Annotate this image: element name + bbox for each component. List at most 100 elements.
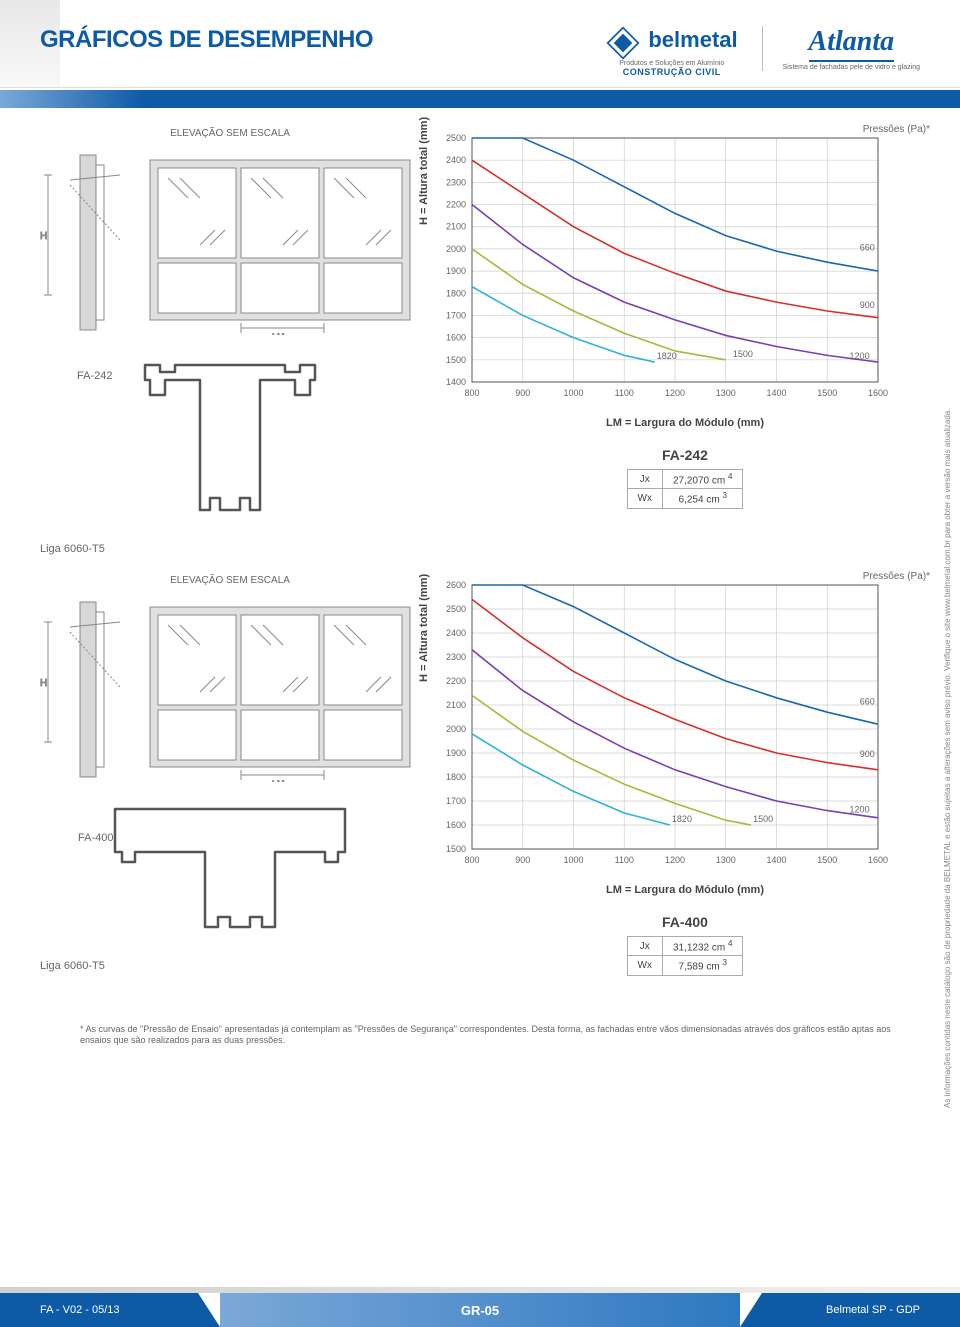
spec-table: Jx27,2070 cm 4Wx6,254 cm 3	[627, 469, 744, 509]
svg-text:1400: 1400	[766, 855, 786, 865]
blue-bar	[0, 90, 960, 108]
svg-text:LM: LM	[272, 779, 285, 782]
footnote: * As curvas de "Pressão de Ensaio" apres…	[0, 1016, 960, 1055]
svg-text:1800: 1800	[446, 772, 466, 782]
table-row: Wx6,254 cm 3	[627, 489, 743, 508]
svg-text:2500: 2500	[446, 604, 466, 614]
svg-text:2100: 2100	[446, 222, 466, 232]
svg-text:1400: 1400	[766, 388, 786, 398]
svg-text:2400: 2400	[446, 628, 466, 638]
alloy-label: Liga 6060-T5	[40, 543, 420, 555]
belmetal-tag2: CONSTRUÇÃO CIVIL	[623, 67, 721, 77]
svg-text:2000: 2000	[446, 724, 466, 734]
svg-text:900: 900	[860, 300, 875, 310]
footer: FA - V02 - 05/13 GR-05 Belmetal SP - GDP	[0, 1293, 960, 1327]
footer-mid: GR-05	[220, 1293, 740, 1327]
sidenote: As informações contidas neste catálogo s…	[943, 308, 952, 1208]
svg-text:1500: 1500	[753, 814, 773, 824]
svg-text:1300: 1300	[716, 855, 736, 865]
belmetal-tag1: Produtos e Soluções em Alumínio	[619, 60, 724, 67]
spec-title: FA-242	[662, 447, 708, 463]
svg-text:1500: 1500	[817, 388, 837, 398]
svg-text:2500: 2500	[446, 133, 466, 143]
svg-text:1600: 1600	[446, 820, 466, 830]
header: GRÁFICOS DE DESEMPENHO belmetal Produtos…	[0, 0, 960, 88]
profile-drawing: FA-400	[40, 797, 420, 952]
svg-text:2600: 2600	[446, 580, 466, 590]
profile-fa242	[125, 350, 335, 530]
svg-text:1800: 1800	[446, 288, 466, 298]
svg-text:1500: 1500	[446, 355, 466, 365]
svg-text:1500: 1500	[817, 855, 837, 865]
belmetal-text: belmetal	[648, 27, 737, 52]
svg-text:1700: 1700	[446, 310, 466, 320]
alloy-label: Liga 6060-T5	[40, 960, 420, 972]
profile-fa400	[100, 797, 360, 947]
svg-text:2200: 2200	[446, 676, 466, 686]
spec-table: Jx31,1232 cm 4Wx7,589 cm 3	[627, 936, 744, 976]
svg-text:2400: 2400	[446, 155, 466, 165]
profile-label: FA-242	[77, 370, 112, 382]
y-axis-title: H = Altura total (mm)	[418, 573, 430, 681]
svg-text:2300: 2300	[446, 177, 466, 187]
svg-text:900: 900	[515, 388, 530, 398]
performance-chart: 1400 1500 1600 1700 1800 1900 2000 2100 2200 2300…	[430, 128, 890, 408]
svg-text:900: 900	[860, 749, 875, 759]
page-title: GRÁFICOS DE DESEMPENHO	[40, 26, 373, 54]
svg-text:1100: 1100	[615, 388, 634, 398]
elevation-drawing: H LM	[40, 592, 420, 782]
pressoes-label: Pressões (Pa)*	[863, 571, 930, 582]
svg-text:1200: 1200	[665, 388, 685, 398]
svg-text:1600: 1600	[446, 333, 466, 343]
table-row: Jx27,2070 cm 4	[627, 470, 743, 489]
svg-text:1200: 1200	[850, 351, 870, 361]
svg-text:1000: 1000	[563, 855, 583, 865]
svg-text:1900: 1900	[446, 266, 466, 276]
atlanta-logo: Atlanta Sistema de fachadas pele de vidr…	[762, 26, 920, 71]
footer-right: Belmetal SP - GDP	[740, 1293, 960, 1327]
svg-text:1600: 1600	[868, 388, 888, 398]
atlanta-tag: Sistema de fachadas pele de vidro e glaz…	[783, 64, 920, 71]
svg-text:1700: 1700	[446, 796, 466, 806]
profile-label: FA-400	[78, 832, 113, 844]
chart-wrap: Pressões (Pa)* H = Altura total (mm) 150…	[430, 575, 940, 896]
svg-text:1000: 1000	[563, 388, 583, 398]
chart-wrap: Pressões (Pa)* H = Altura total (mm) 140…	[430, 128, 940, 429]
logos: belmetal Produtos e Soluções em Alumínio…	[606, 26, 920, 77]
elevation-label: ELEVAÇÃO SEM ESCALA	[40, 128, 420, 139]
svg-text:1820: 1820	[657, 351, 677, 361]
belmetal-logo: belmetal Produtos e Soluções em Alumínio…	[606, 26, 738, 77]
atlanta-text: Atlanta	[809, 26, 895, 62]
performance-chart: 1500 1600 1700 1800 1900 2000 2100 2200 2300 2400…	[430, 575, 890, 875]
spec-block: FA-400 Jx31,1232 cm 4Wx7,589 cm 3	[430, 914, 940, 976]
spec-title: FA-400	[662, 914, 708, 930]
svg-text:1200: 1200	[850, 804, 870, 814]
x-axis-title: LM = Largura do Módulo (mm)	[430, 884, 940, 896]
footer-left: FA - V02 - 05/13	[0, 1293, 220, 1327]
svg-text:2200: 2200	[446, 200, 466, 210]
section-FA-400: ELEVAÇÃO SEM ESCALA H	[40, 575, 940, 976]
diamond-icon	[606, 26, 640, 60]
svg-text:1200: 1200	[665, 855, 685, 865]
main: As informações contidas neste catálogo s…	[0, 108, 960, 1016]
svg-text:H: H	[40, 678, 47, 689]
svg-text:1100: 1100	[615, 855, 634, 865]
svg-text:660: 660	[860, 696, 875, 706]
table-row: Wx7,589 cm 3	[627, 956, 743, 975]
pressoes-label: Pressões (Pa)*	[863, 124, 930, 135]
y-axis-title: H = Altura total (mm)	[418, 116, 430, 224]
profile-drawing: FA-242	[40, 350, 420, 535]
svg-text:1600: 1600	[868, 855, 888, 865]
svg-text:2000: 2000	[446, 244, 466, 254]
svg-text:LM: LM	[272, 332, 285, 335]
svg-text:800: 800	[464, 388, 479, 398]
svg-text:660: 660	[860, 242, 875, 252]
svg-text:1400: 1400	[446, 377, 466, 387]
svg-text:900: 900	[515, 855, 530, 865]
spec-block: FA-242 Jx27,2070 cm 4Wx6,254 cm 3	[430, 447, 940, 509]
svg-text:2300: 2300	[446, 652, 466, 662]
svg-text:2100: 2100	[446, 700, 466, 710]
elevation-label: ELEVAÇÃO SEM ESCALA	[40, 575, 420, 586]
svg-text:1900: 1900	[446, 748, 466, 758]
x-axis-title: LM = Largura do Módulo (mm)	[430, 417, 940, 429]
